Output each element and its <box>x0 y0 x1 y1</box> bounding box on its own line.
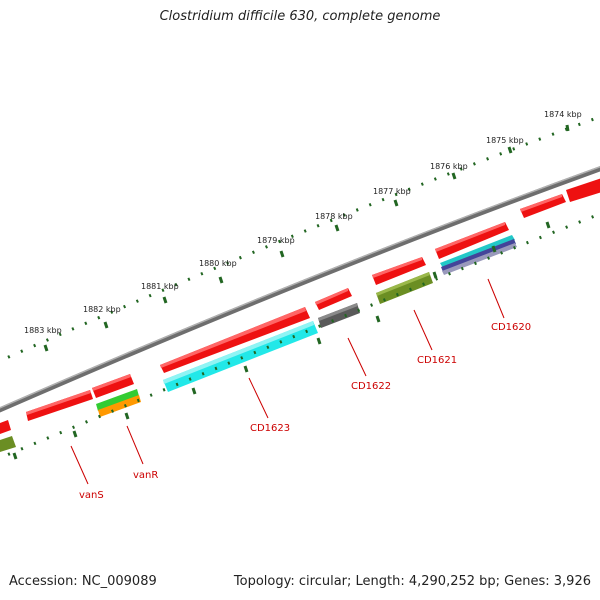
outer-tick <box>507 146 513 154</box>
cds-feature[interactable] <box>92 374 131 391</box>
outer-tick <box>43 344 49 352</box>
inner-tick <box>491 245 497 253</box>
inner-tick <box>375 315 381 323</box>
vanr-leader <box>126 425 144 465</box>
cd1620-bar[interactable] <box>442 243 517 275</box>
label-leaders <box>70 278 505 485</box>
inner-tick <box>316 337 322 345</box>
cds-feature[interactable] <box>0 420 11 434</box>
cds-feature[interactable] <box>315 288 352 310</box>
inner-tick <box>432 271 438 279</box>
cd1623-leader <box>248 377 269 419</box>
outer-tick <box>279 250 285 258</box>
outer-tick <box>103 321 109 329</box>
inner-major-ticks <box>12 221 551 460</box>
forward-strand-cds <box>0 177 600 434</box>
cd1620-bar[interactable] <box>441 239 516 272</box>
outer-ruler-ring <box>0 115 600 363</box>
cds-feature[interactable] <box>372 257 426 285</box>
cd1621-leader <box>413 309 433 351</box>
cd1620-bar[interactable] <box>440 235 515 268</box>
cds-feature[interactable] <box>92 374 134 398</box>
kbp-label: 1877 kbp <box>373 187 411 196</box>
cd1622-bar[interactable] <box>318 303 358 321</box>
cd1621-bar[interactable] <box>376 272 433 304</box>
inner-tick <box>72 430 78 438</box>
cd1620-leader <box>487 278 505 319</box>
gene-label-vanr[interactable]: vanR <box>133 470 158 481</box>
genome-info-text: Topology: circular; Length: 4,290,252 bp… <box>233 574 591 589</box>
kbp-label: 1880 kbp <box>199 259 237 268</box>
outer-major-ticks <box>43 124 570 352</box>
cd1623-bar[interactable] <box>163 321 314 384</box>
outer-tick <box>451 172 457 180</box>
outer-tick <box>218 276 224 284</box>
cd1622-leader <box>347 337 367 377</box>
cds-feature[interactable] <box>566 177 600 202</box>
inner-tick <box>545 221 551 229</box>
outer-tick <box>565 124 570 132</box>
gene-label-cd1622[interactable]: CD1622 <box>351 381 391 392</box>
cds-feature[interactable] <box>520 194 562 212</box>
gene-label-cd1620[interactable]: CD1620 <box>491 322 531 333</box>
outer-tick <box>162 296 168 304</box>
cds-feature[interactable] <box>435 222 505 252</box>
accession-text: Accession: NC_009089 <box>9 574 157 589</box>
outer-tick <box>334 224 340 232</box>
vanr-bar[interactable] <box>98 395 141 417</box>
inner-tick <box>124 412 130 420</box>
inner-tick <box>12 452 18 460</box>
outer-tick <box>393 199 399 207</box>
backbone-ring-highlight <box>0 166 600 409</box>
kbp-label: 1876 kbp <box>430 162 468 171</box>
cds-feature[interactable] <box>315 288 348 305</box>
gene-label-cd1623[interactable]: CD1623 <box>250 423 290 434</box>
inner-feature-bars <box>0 235 517 452</box>
cds-feature[interactable] <box>435 222 509 259</box>
cds-feature[interactable] <box>372 257 422 278</box>
gene-label-cd1621[interactable]: CD1621 <box>417 355 457 366</box>
cds-feature[interactable] <box>160 307 306 368</box>
kbp-label: 1878 kbp <box>315 212 353 221</box>
kbp-label: 1874 kbp <box>544 110 582 119</box>
gene-label-vans[interactable]: vanS <box>79 490 104 501</box>
map-title: Clostridium difficile 630, complete geno… <box>159 9 441 24</box>
cds-feature[interactable] <box>26 390 91 415</box>
vans-bar[interactable] <box>0 436 16 452</box>
vanr-bar[interactable] <box>96 389 139 411</box>
cds-feature[interactable] <box>520 194 566 218</box>
kbp-label: 1881 kbp <box>141 282 179 291</box>
inner-tick <box>191 387 197 395</box>
backbone-ring <box>0 166 600 413</box>
vans-leader <box>70 445 89 485</box>
cd1623-bar[interactable] <box>163 321 318 392</box>
kbp-label: 1875 kbp <box>486 136 524 145</box>
cd1621-bar[interactable] <box>376 272 430 296</box>
kbp-label: 1879 kbp <box>257 236 295 245</box>
inner-tick <box>243 365 249 373</box>
kbp-label: 1882 kbp <box>83 305 121 314</box>
kbp-label: 1883 kbp <box>24 326 62 335</box>
